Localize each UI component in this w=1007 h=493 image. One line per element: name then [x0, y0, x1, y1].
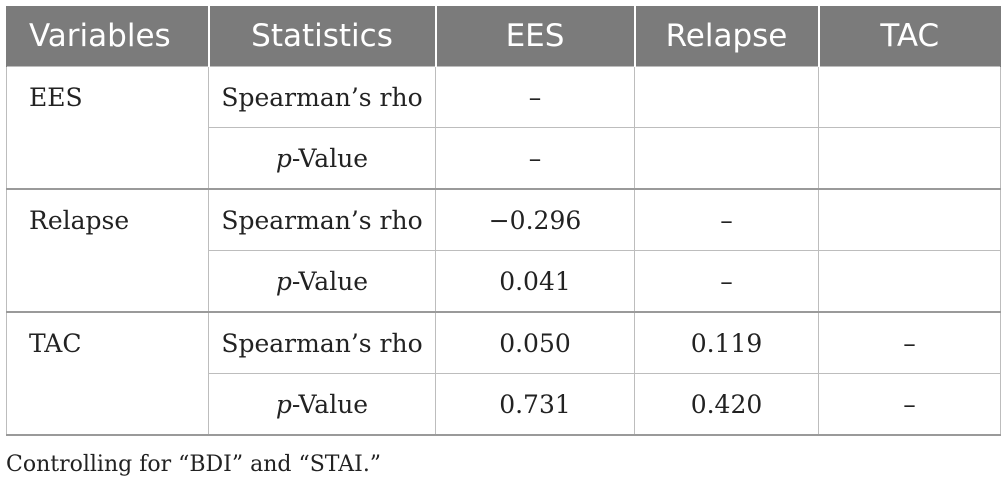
statistic-suffix: -Value — [291, 143, 369, 173]
statistic-cell: Spearman’s rho — [208, 188, 436, 251]
statistic-cell: p-Value — [208, 127, 436, 190]
value-cell-ees: 0.731 — [435, 373, 635, 436]
header-statistics: Statistics — [207, 6, 437, 67]
table-row: EES Spearman’s rho – — [6, 66, 1001, 190]
value-cell-tac — [818, 250, 1001, 313]
variable-cell-ees: EES — [6, 66, 209, 190]
header-row: Variables Statistics EES Relapse TAC — [6, 6, 1001, 67]
value-cell-relapse — [634, 66, 819, 128]
value-cell-ees: 0.050 — [435, 311, 635, 374]
statistic-cell: Spearman’s rho — [208, 66, 436, 128]
table-row: TAC Spearman’s rho 0.050 0.119 – — [6, 311, 1001, 436]
statistic-cell: p-Value — [208, 373, 436, 436]
value-cell-ees: – — [435, 127, 635, 190]
statistic-suffix: -Value — [291, 266, 369, 296]
table-row: Relapse Spearman’s rho −0.296 – — [6, 188, 1001, 313]
value-cell-tac: – — [818, 373, 1001, 436]
statistic-cell: p-Value — [208, 250, 436, 313]
value-cell-relapse: 0.119 — [634, 311, 819, 374]
value-cell-relapse: – — [634, 188, 819, 251]
header-tac: TAC — [817, 6, 1001, 67]
header-relapse: Relapse — [633, 6, 820, 67]
variable-cell-relapse: Relapse — [6, 188, 209, 313]
value-cell-ees: – — [435, 66, 635, 128]
correlation-table-container: Variables Statistics EES Relapse TAC EES… — [6, 6, 1001, 436]
value-cell-tac: – — [818, 311, 1001, 374]
value-cell-relapse: 0.420 — [634, 373, 819, 436]
header-variables: Variables — [6, 6, 210, 67]
value-cell-ees: −0.296 — [435, 188, 635, 251]
table-footnote: Controlling for “BDI” and “STAI.” — [6, 452, 382, 477]
value-cell-relapse: – — [634, 250, 819, 313]
p-symbol: p — [275, 266, 292, 296]
value-cell-tac — [818, 66, 1001, 128]
value-cell-tac — [818, 127, 1001, 190]
table-row: p-Value – — [7, 127, 1001, 190]
value-cell-tac — [818, 188, 1001, 251]
correlation-table: Variables Statistics EES Relapse TAC EES… — [6, 6, 1001, 436]
statistic-suffix: -Value — [291, 389, 369, 419]
table-row: p-Value 0.731 0.420 – — [7, 373, 1001, 436]
variable-cell-tac: TAC — [6, 311, 209, 436]
value-cell-ees: 0.041 — [435, 250, 635, 313]
statistic-cell: Spearman’s rho — [208, 311, 436, 374]
p-symbol: p — [275, 389, 292, 419]
table-row: p-Value 0.041 – — [7, 250, 1001, 313]
header-ees: EES — [434, 6, 636, 67]
p-symbol: p — [275, 143, 292, 173]
value-cell-relapse — [634, 127, 819, 190]
